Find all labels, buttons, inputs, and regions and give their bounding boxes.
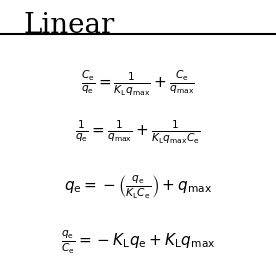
Text: $\frac{C_{\mathrm{e}}}{q_{\mathrm{e}}} = \frac{1}{K_{\mathrm{L}}q_{\mathrm{max}}: $\frac{C_{\mathrm{e}}}{q_{\mathrm{e}}} =…	[81, 69, 195, 98]
Text: Linear: Linear	[23, 12, 115, 39]
Text: $\frac{q_{\mathrm{e}}}{C_{\mathrm{e}}} = -K_{\mathrm{L}}q_{\mathrm{e}} + K_{\mat: $\frac{q_{\mathrm{e}}}{C_{\mathrm{e}}} =…	[61, 228, 215, 256]
Text: $q_{\mathrm{e}} = -\left(\frac{q_{\mathrm{e}}}{K_{\mathrm{L}}C_{\mathrm{e}}}\rig: $q_{\mathrm{e}} = -\left(\frac{q_{\mathr…	[64, 173, 212, 201]
Text: $\frac{1}{q_{\mathrm{e}}} = \frac{1}{q_{\mathrm{max}}} + \frac{1}{K_{\mathrm{L}}: $\frac{1}{q_{\mathrm{e}}} = \frac{1}{q_{…	[75, 119, 201, 146]
